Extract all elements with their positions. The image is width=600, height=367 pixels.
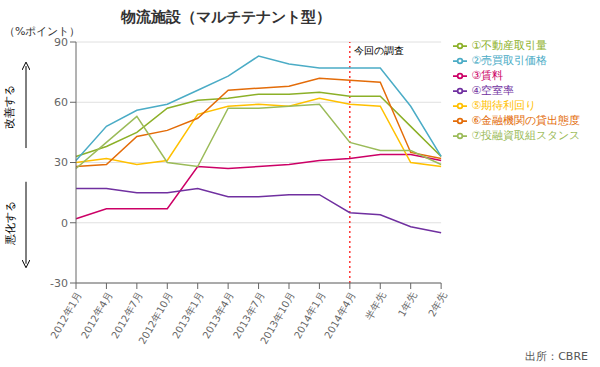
svg-text:2014年1月: 2014年1月 (292, 290, 327, 340)
html-text:⑦投融資取組スタンス: ⑦投融資取組スタンス (471, 129, 580, 142)
html-text:③賃料: ③賃料 (471, 69, 503, 82)
svg-text:1年先: 1年先 (396, 290, 419, 318)
svg-text:2013年7月: 2013年7月 (231, 290, 266, 340)
svg-text:2013年1月: 2013年1月 (170, 290, 205, 340)
html-text:④空室率: ④空室率 (471, 84, 514, 97)
html-text:②売買取引価格: ②売買取引価格 (471, 54, 547, 67)
svg-text:半年先: 半年先 (364, 290, 389, 321)
html-text:⑤期待利回り: ⑤期待利回り (471, 99, 536, 112)
html-text:物流施設（マルチテナント型）: 物流施設（マルチテナント型） (121, 8, 331, 26)
svg-text:2012年7月: 2012年7月 (109, 290, 144, 340)
svg-text:2012年4月: 2012年4月 (79, 290, 114, 340)
html-text:（%ポイント）: （%ポイント） (4, 25, 81, 38)
svg-text:0: 0 (61, 217, 68, 230)
svg-text:2年先: 2年先 (426, 290, 449, 318)
svg-text:2012年1月: 2012年1月 (48, 290, 83, 340)
svg-text:改善する: 改善する (8, 85, 17, 129)
html-text:①不動産取引量: ①不動産取引量 (471, 39, 547, 52)
html-text:⑥金融機関の貸出態度: ⑥金融機関の貸出態度 (471, 114, 580, 127)
svg-text:悪化する: 悪化する (8, 201, 17, 246)
svg-text:30: 30 (54, 156, 68, 169)
svg-text:今回の調査: 今回の調査 (354, 45, 404, 56)
svg-text:-30: -30 (50, 277, 68, 290)
html-text:出所：CBRE: 出所：CBRE (525, 350, 588, 363)
svg-text:2012年10月: 2012年10月 (137, 290, 176, 346)
svg-text:60: 60 (54, 96, 68, 109)
svg-text:2013年10月: 2013年10月 (258, 290, 297, 346)
svg-text:2013年4月: 2013年4月 (201, 290, 236, 340)
svg-text:90: 90 (54, 35, 68, 49)
svg-text:2014年4月: 2014年4月 (322, 290, 357, 340)
